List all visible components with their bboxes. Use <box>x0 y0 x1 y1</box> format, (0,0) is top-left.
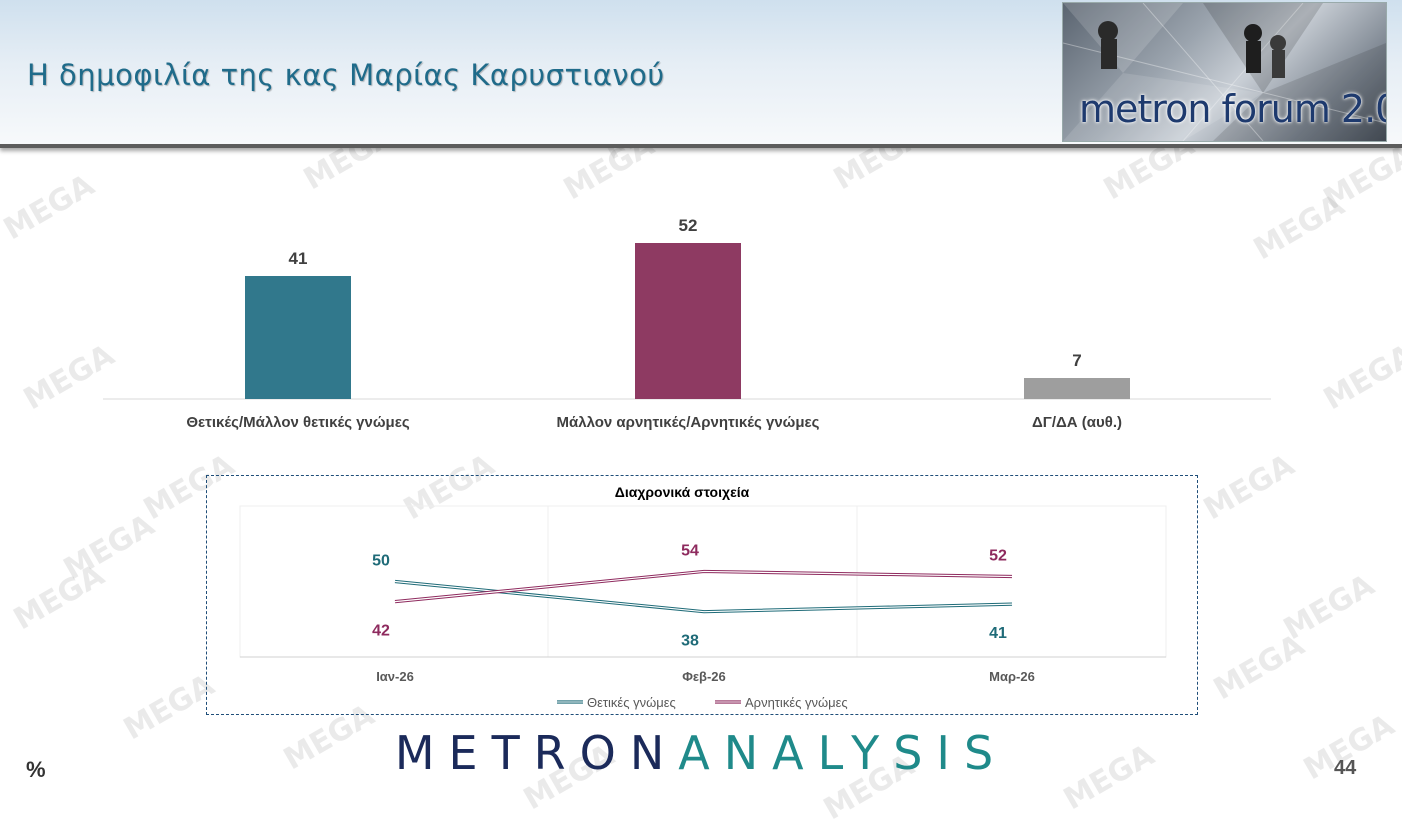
x-tick-label: Μαρ-26 <box>989 669 1035 684</box>
point-value-label: 50 <box>372 553 390 570</box>
bar <box>1024 378 1130 399</box>
header-banner: Η δημοφιλία της κας Μαρίας Καρυστιανού m… <box>0 0 1402 148</box>
bar-value-label: 41 <box>289 249 308 268</box>
watermark-text: MEGA <box>7 557 111 638</box>
point-value-label: 54 <box>681 542 699 559</box>
watermark-text: MEGA <box>1277 567 1381 648</box>
metron-analysis-logo: METRONANALYSIS <box>0 726 1402 780</box>
watermark-text: MEGA <box>1207 627 1311 708</box>
watermark-text: MEGA <box>1197 447 1301 528</box>
series-line <box>394 569 1013 604</box>
page-title: Η δημοφιλία της κας Μαρίας Καρυστιανού <box>27 58 665 92</box>
legend-label: Θετικές γνώμες <box>587 695 676 710</box>
unit-label: % <box>26 757 46 782</box>
bar-value-label: 7 <box>1072 351 1081 370</box>
bar-value-label: 52 <box>679 216 698 235</box>
legend-label: Αρνητικές γνώμες <box>745 695 848 710</box>
point-value-label: 52 <box>989 547 1007 564</box>
bar <box>635 243 741 399</box>
x-tick-label: Ιαν-26 <box>376 669 414 684</box>
watermark-text: MEGA <box>57 507 161 588</box>
bar-category-label: Θετικές/Μάλλον θετικές γνώμες <box>186 414 409 431</box>
series-line-highlight <box>394 570 1013 603</box>
line-chart: Διαχρονικά στοιχεία Ιαν-26 Φεβ-26 Μαρ-26 50 3… <box>239 484 1167 710</box>
x-tick-label: Φεβ-26 <box>682 669 726 684</box>
trend-chart-box: Διαχρονικά στοιχεία Ιαν-26 Φεβ-26 Μαρ-26 50 3… <box>206 475 1198 715</box>
series-line <box>394 579 1013 614</box>
point-value-label: 42 <box>372 623 390 640</box>
brand-word-analysis: ANALYSIS <box>678 726 1008 780</box>
bar <box>245 276 351 399</box>
logo-text: metron forum 2.0 <box>1079 87 1387 131</box>
bar-category-label: ΔΓ/ΔΑ (αυθ.) <box>1032 414 1122 431</box>
line-chart-title: Διαχρονικά στοιχεία <box>615 484 750 500</box>
bar-chart: 41 Θετικές/Μάλλον θετικές γνώμες 52 Μάλλον … <box>103 216 1271 431</box>
logo-photo-graphic <box>1063 3 1386 141</box>
point-value-label: 41 <box>989 625 1007 642</box>
point-value-label: 38 <box>681 633 699 650</box>
brand-word-metron: METRON <box>394 726 679 780</box>
metron-forum-logo: metron forum 2.0 <box>1062 2 1387 142</box>
page-number: 44 <box>1334 757 1357 779</box>
bar-category-label: Μάλλον αρνητικές/Αρνητικές γνώμες <box>557 414 820 431</box>
